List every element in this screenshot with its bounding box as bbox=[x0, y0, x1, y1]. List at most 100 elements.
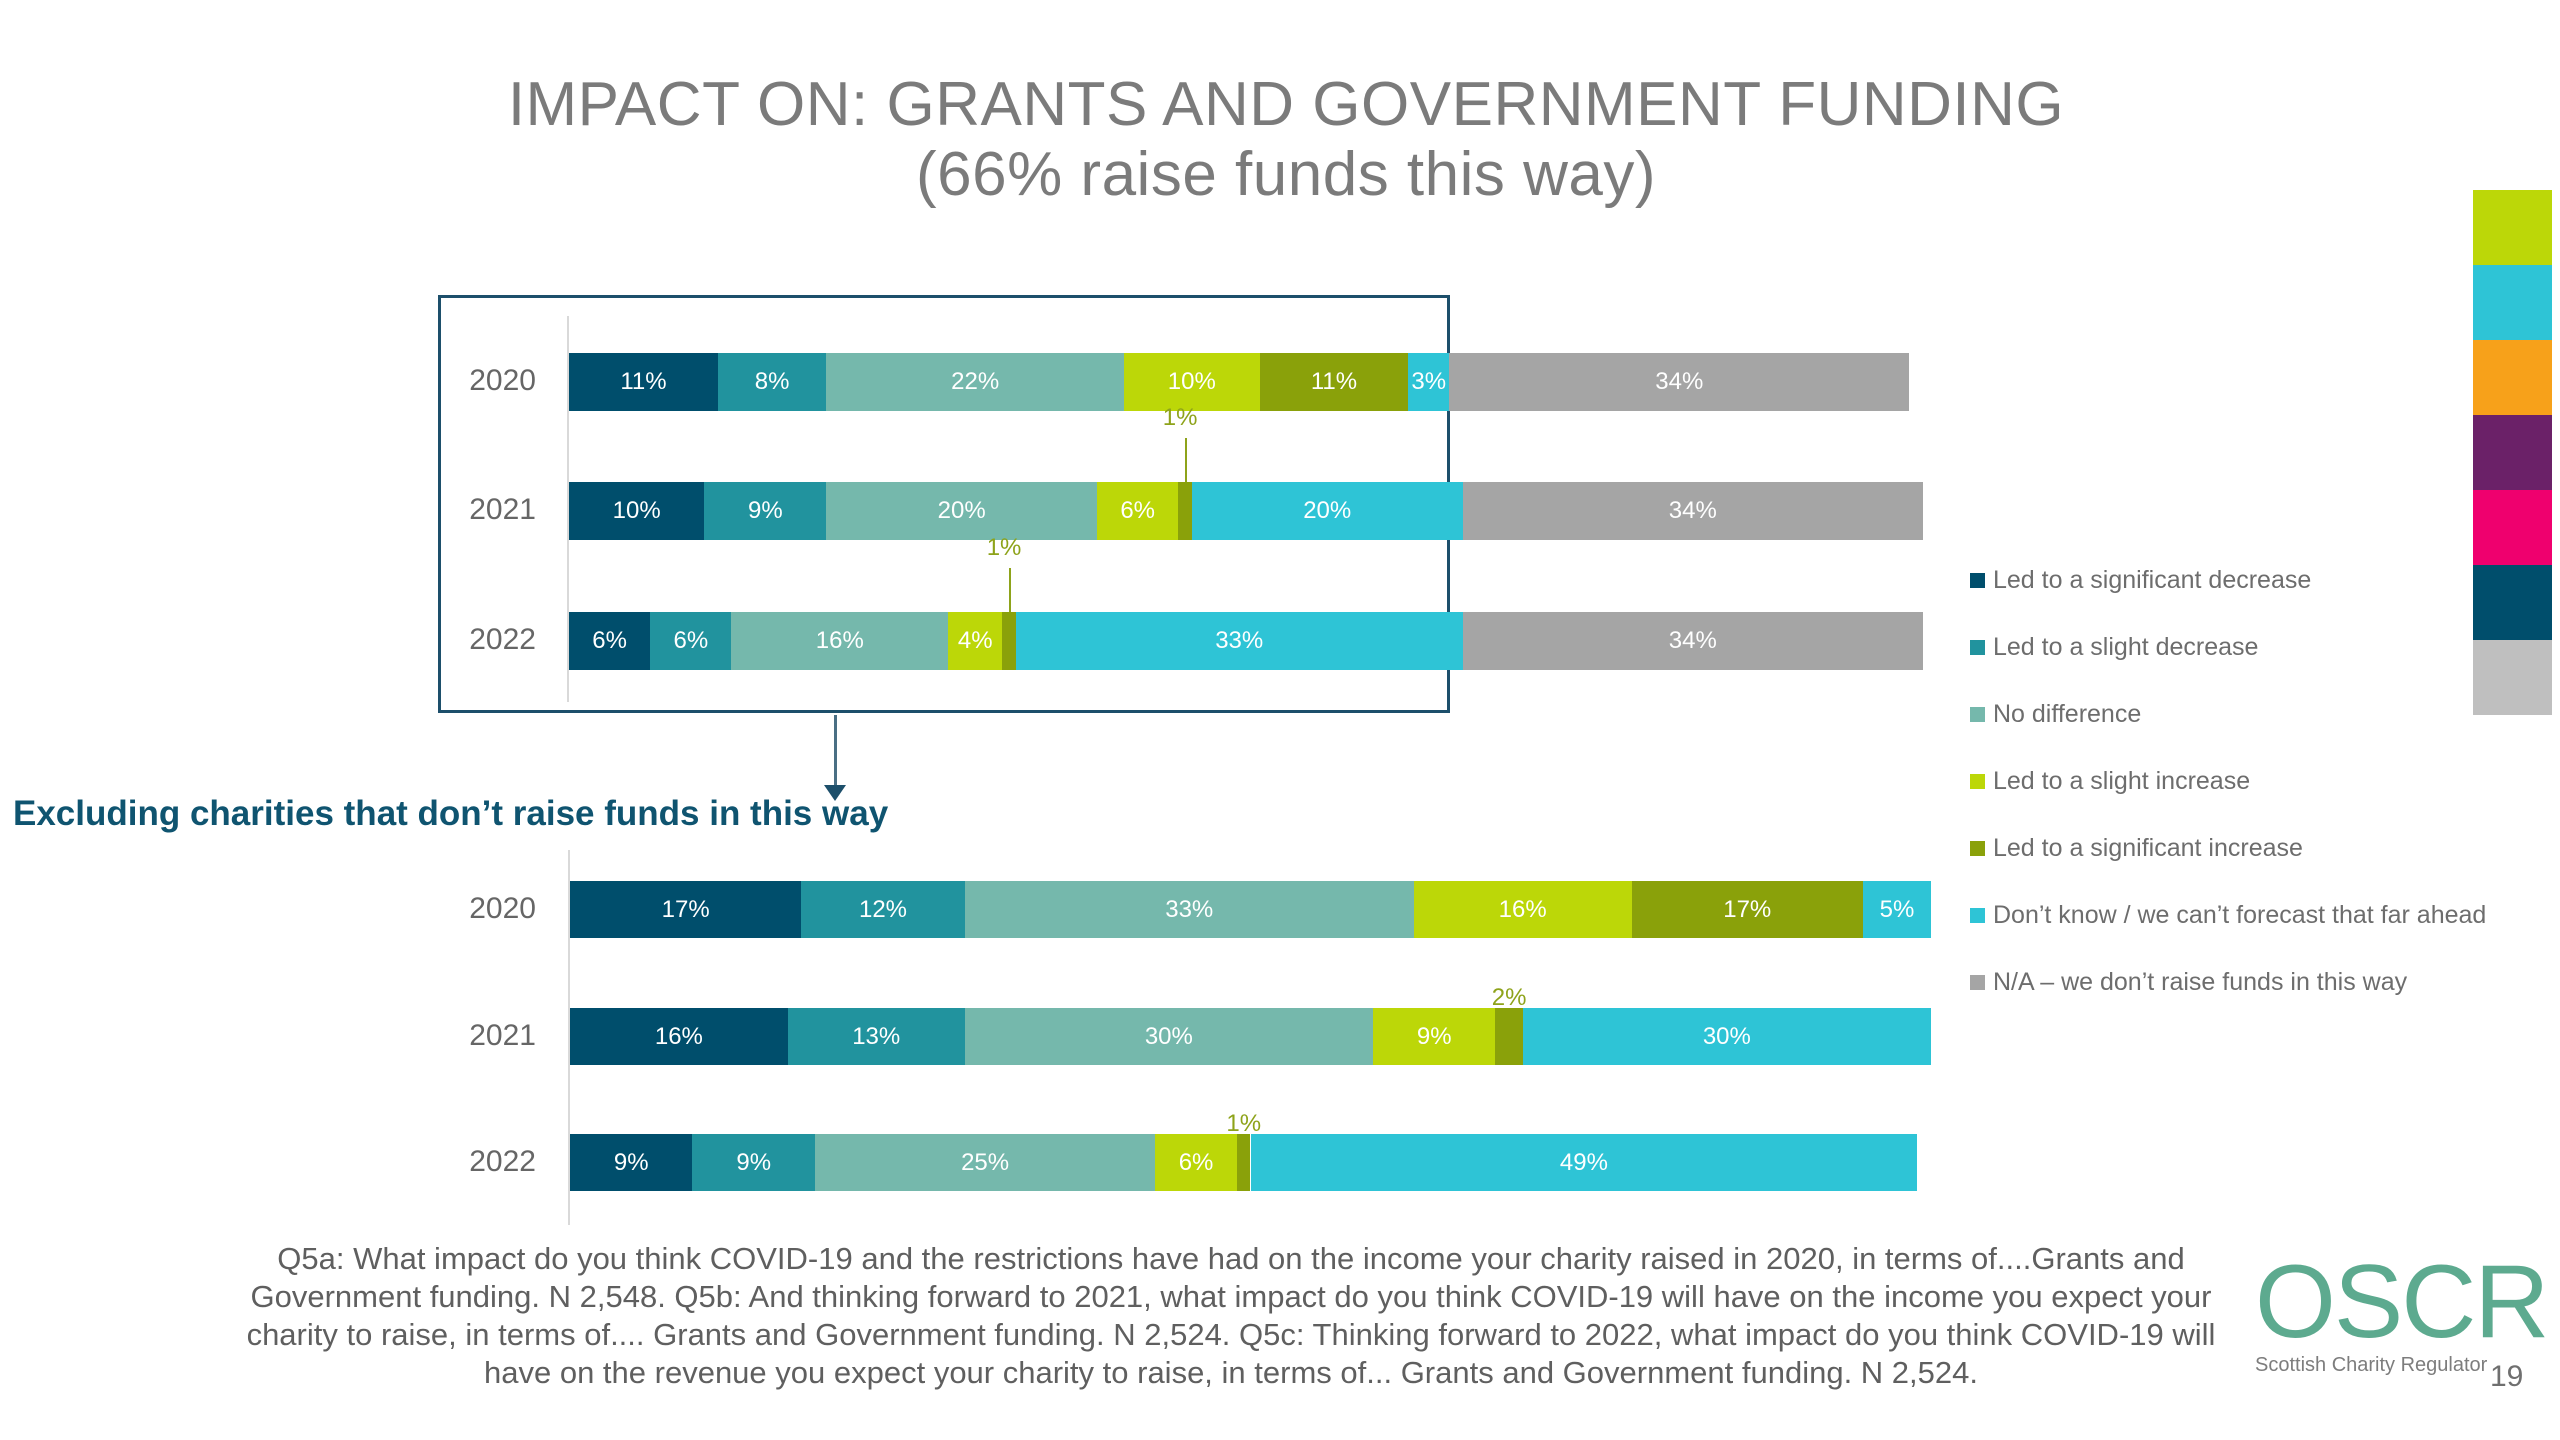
bar-segment: 17% bbox=[570, 881, 802, 938]
bar-segment: 16% bbox=[1413, 881, 1632, 938]
bar-segment: 6% bbox=[1097, 482, 1179, 540]
data-label: 3% bbox=[1411, 368, 1447, 395]
bar-segment: 13% bbox=[787, 1008, 965, 1065]
bar-segment: 6% bbox=[569, 612, 651, 670]
bar-segment: 34% bbox=[1462, 612, 1923, 670]
legend-label: Led to a slight decrease bbox=[1993, 633, 2259, 661]
brand-strip-cell bbox=[2473, 415, 2552, 490]
bar-segment: 33% bbox=[1015, 612, 1463, 670]
legend-item: Led to a significant increase bbox=[1970, 834, 2303, 863]
callout-leader-line bbox=[1185, 438, 1188, 482]
data-label: 6% bbox=[673, 627, 709, 654]
data-label-callout: 2% bbox=[1491, 984, 1527, 1011]
bar-segment bbox=[1178, 482, 1192, 540]
brand-strip-cell bbox=[2473, 340, 2552, 415]
bar-segment: 3% bbox=[1408, 353, 1450, 411]
slide-title: IMPACT ON: GRANTS AND GOVERNMENT FUNDING bbox=[507, 70, 2065, 139]
logo-subtitle: Scottish Charity Regulator bbox=[2255, 1354, 2488, 1376]
bar-segment: 34% bbox=[1462, 482, 1923, 540]
legend-label: Led to a significant decrease bbox=[1993, 566, 2312, 594]
data-label: 22% bbox=[951, 368, 1000, 395]
data-label-callout: 1% bbox=[1162, 404, 1198, 431]
data-label: 11% bbox=[620, 368, 667, 395]
arrow-down-icon bbox=[824, 785, 846, 801]
legend-item: Led to a significant decrease bbox=[1970, 566, 2311, 595]
data-label: 16% bbox=[654, 1022, 703, 1050]
legend-label: No difference bbox=[1993, 700, 2142, 728]
legend-swatch bbox=[1970, 908, 1985, 923]
bar-segment bbox=[1002, 612, 1016, 670]
brand-strip-cell bbox=[2473, 640, 2552, 715]
data-label: 9% bbox=[747, 497, 783, 524]
data-label: 16% bbox=[1498, 895, 1547, 923]
legend-swatch bbox=[1970, 573, 1985, 588]
bar-segment: 34% bbox=[1449, 353, 1910, 411]
excluding-subheading: Excluding charities that don’t raise fun… bbox=[13, 794, 889, 833]
category-label: 2021 bbox=[469, 493, 536, 526]
data-label-callout: 1% bbox=[1226, 1110, 1262, 1137]
bar-segment: 30% bbox=[964, 1008, 1373, 1065]
brand-strip-cell bbox=[2473, 490, 2552, 565]
legend-item: N/A – we don’t raise funds in this way bbox=[1970, 968, 2407, 997]
data-label: 20% bbox=[937, 497, 986, 524]
bar-segment: 6% bbox=[1155, 1134, 1237, 1191]
data-label: 17% bbox=[661, 895, 710, 923]
bar-segment: 22% bbox=[826, 353, 1125, 411]
bar-segment: 5% bbox=[1862, 881, 1931, 938]
data-label: 6% bbox=[1178, 1148, 1214, 1176]
connector-line bbox=[834, 715, 837, 790]
data-label: 10% bbox=[1167, 368, 1216, 395]
brand-strip-cell bbox=[2473, 190, 2552, 265]
data-label: 5% bbox=[1879, 895, 1915, 923]
data-label: 4% bbox=[957, 627, 993, 654]
bar-segment: 10% bbox=[569, 482, 705, 540]
legend-label: N/A – we don’t raise funds in this way bbox=[1993, 968, 2408, 996]
legend-swatch bbox=[1970, 640, 1985, 655]
legend-label: Don’t know / we can’t forecast that far … bbox=[1993, 901, 2487, 929]
data-label: 25% bbox=[961, 1148, 1010, 1176]
category-label: 2020 bbox=[469, 364, 536, 397]
brand-colour-strip bbox=[2473, 190, 2552, 715]
callout-leader-line bbox=[1009, 568, 1012, 612]
brand-strip-cell bbox=[2473, 565, 2552, 640]
bar-segment: 49% bbox=[1250, 1134, 1918, 1191]
data-label: 20% bbox=[1303, 497, 1352, 524]
slide-subtitle: (66% raise funds this way) bbox=[915, 140, 1657, 209]
brand-strip-cell bbox=[2473, 265, 2552, 340]
bar-segment: 33% bbox=[964, 881, 1414, 938]
legend-swatch bbox=[1970, 774, 1985, 789]
data-label: 49% bbox=[1559, 1148, 1608, 1176]
data-label: 33% bbox=[1165, 895, 1214, 923]
logo-wordmark: OSCR bbox=[2255, 1244, 2549, 1360]
bar-segment: 20% bbox=[1191, 482, 1463, 540]
oscr-logo: OSCR Scottish Charity Regulator bbox=[2255, 1244, 2549, 1377]
category-label: 2020 bbox=[469, 891, 536, 925]
data-label: 9% bbox=[613, 1148, 649, 1176]
category-label: 2022 bbox=[469, 623, 536, 656]
legend-item: Led to a slight decrease bbox=[1970, 633, 2258, 662]
bar-segment: 16% bbox=[731, 612, 949, 670]
data-label: 34% bbox=[1655, 368, 1704, 395]
bar-segment bbox=[1495, 1008, 1523, 1065]
bar-segment: 11% bbox=[1259, 353, 1409, 411]
data-label: 6% bbox=[1120, 497, 1155, 524]
bar-segment: 25% bbox=[814, 1134, 1156, 1191]
bar-segment: 20% bbox=[826, 482, 1098, 540]
bar-segment: 17% bbox=[1631, 881, 1863, 938]
data-label: 33% bbox=[1215, 627, 1264, 654]
bar-segment: 8% bbox=[717, 353, 827, 411]
legend-item: No difference bbox=[1970, 700, 2141, 729]
bar-segment: 12% bbox=[801, 881, 965, 938]
data-label: 30% bbox=[1702, 1022, 1751, 1050]
category-axis-line bbox=[568, 850, 570, 1225]
data-label: 9% bbox=[1416, 1022, 1452, 1050]
bar-segment: 9% bbox=[692, 1134, 815, 1191]
footnote: Q5a: What impact do you think COVID-19 a… bbox=[246, 1241, 2216, 1390]
bar-segment: 9% bbox=[704, 482, 827, 540]
bar-segment: 11% bbox=[569, 353, 718, 411]
bar-segment: 4% bbox=[948, 612, 1003, 670]
bar-segment: 16% bbox=[570, 1008, 788, 1065]
bar-segment: 10% bbox=[1124, 353, 1260, 411]
page-number: 19 bbox=[2490, 1360, 2524, 1393]
legend-item: Led to a slight increase bbox=[1970, 767, 2250, 796]
